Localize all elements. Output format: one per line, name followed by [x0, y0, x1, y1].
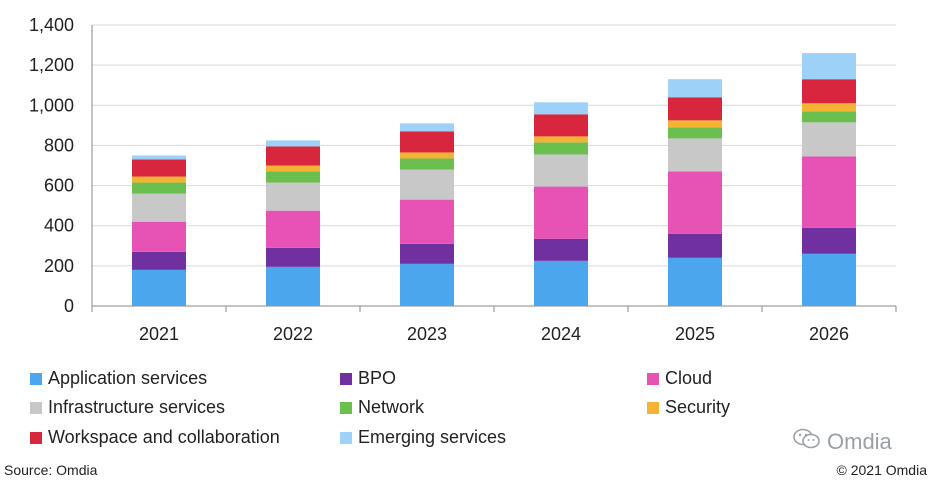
bar-segment — [802, 111, 856, 123]
bar-segment — [400, 131, 454, 153]
legend-swatch — [30, 401, 42, 414]
bar-segment — [534, 142, 588, 155]
bar-segment — [266, 210, 320, 248]
bar-segment — [266, 146, 320, 166]
legend-label: Network — [358, 397, 425, 417]
bar-segment — [534, 186, 588, 239]
legend-swatch — [30, 431, 42, 444]
bar-segment — [132, 155, 186, 160]
watermark: Omdia — [793, 428, 892, 456]
legend-label: Emerging services — [358, 427, 507, 447]
legend-item: Security — [647, 397, 730, 418]
y-tick-label: 1,400 — [29, 15, 74, 35]
bar-segment — [132, 193, 186, 222]
y-tick-label: 1,200 — [29, 55, 74, 75]
bar-segment — [400, 158, 454, 170]
legend-item: Network — [340, 397, 424, 418]
bar-segment — [802, 79, 856, 104]
bar-segment — [400, 199, 454, 244]
bar-segment — [132, 269, 186, 306]
bar-segment — [802, 53, 856, 80]
bar-segment — [668, 233, 722, 258]
bar-segment — [534, 238, 588, 261]
source-note: Source: Omdia — [4, 462, 98, 478]
bar-segment — [534, 260, 588, 306]
legend-swatch — [30, 372, 42, 385]
bar-segment — [668, 127, 722, 139]
bar-segment — [132, 251, 186, 270]
bar-segment — [534, 136, 588, 143]
legend-label: Infrastructure services — [48, 397, 226, 417]
bar-segment — [534, 114, 588, 137]
bar-segment — [668, 79, 722, 98]
y-tick-label: 800 — [44, 135, 74, 155]
legend-item: Cloud — [647, 368, 712, 389]
y-tick-label: 600 — [44, 176, 74, 196]
legend-swatch — [647, 401, 659, 414]
legend-swatch — [340, 401, 352, 414]
bar-segment — [266, 182, 320, 211]
bar-segment — [400, 152, 454, 159]
legend-label: Application services — [48, 368, 208, 388]
x-tick-label: 2023 — [407, 324, 447, 344]
x-tick-label: 2021 — [139, 324, 179, 344]
bar-segment — [266, 247, 320, 267]
bar-segment — [802, 253, 856, 306]
bar-segment — [668, 97, 722, 121]
legend-item: Application services — [30, 368, 207, 389]
bar-segment — [400, 243, 454, 264]
chart-plot: 0 200 400 600 800 1,000 1,200 1,400 2021 2022 2023… — [29, 15, 897, 344]
bar-segment — [266, 171, 320, 183]
y-tick-label: 200 — [44, 256, 74, 276]
bar-segment — [668, 138, 722, 172]
legend-swatch — [647, 372, 659, 385]
legend-label: BPO — [358, 368, 397, 388]
bar-segment — [668, 120, 722, 128]
copyright-note: © 2021 Omdia — [836, 462, 927, 478]
bar-segment — [668, 257, 722, 306]
bar-segment — [132, 159, 186, 177]
legend-item: Workspace and collaboration — [30, 427, 280, 448]
y-tick-label: 1,000 — [29, 95, 74, 115]
bar-segment — [802, 122, 856, 157]
bar-segment — [534, 102, 588, 115]
y-tick-label: 0 — [64, 296, 74, 316]
bar-segment — [132, 182, 186, 194]
bar-segment — [132, 221, 186, 252]
x-tick-label: 2022 — [273, 324, 313, 344]
bar-segment — [400, 123, 454, 132]
legend-label: Workspace and collaboration — [48, 427, 280, 447]
legend-item: BPO — [340, 368, 396, 389]
bar-segment — [266, 165, 320, 172]
x-tick-label: 2026 — [809, 324, 849, 344]
x-tick-label: 2025 — [675, 324, 715, 344]
legend-item: Emerging services — [340, 427, 506, 448]
bar-segment — [802, 103, 856, 112]
legend-label: Security — [665, 397, 731, 417]
y-tick-label: 400 — [44, 216, 74, 236]
legend-label: Cloud — [665, 368, 713, 388]
legend-swatch — [340, 372, 352, 385]
x-tick-label: 2024 — [541, 324, 581, 344]
legend-item: Infrastructure services — [30, 397, 225, 418]
watermark-text: Omdia — [827, 429, 892, 454]
bar-segment — [400, 263, 454, 306]
bar-segment — [400, 169, 454, 200]
wechat-icon — [793, 428, 821, 456]
bar-segment — [132, 176, 186, 183]
legend-swatch — [340, 431, 352, 444]
bar-segment — [266, 140, 320, 147]
bar-segment — [534, 154, 588, 187]
bar-segment — [668, 171, 722, 234]
bar-segment — [802, 227, 856, 254]
bar-segment — [802, 156, 856, 228]
bar-segment — [266, 266, 320, 306]
